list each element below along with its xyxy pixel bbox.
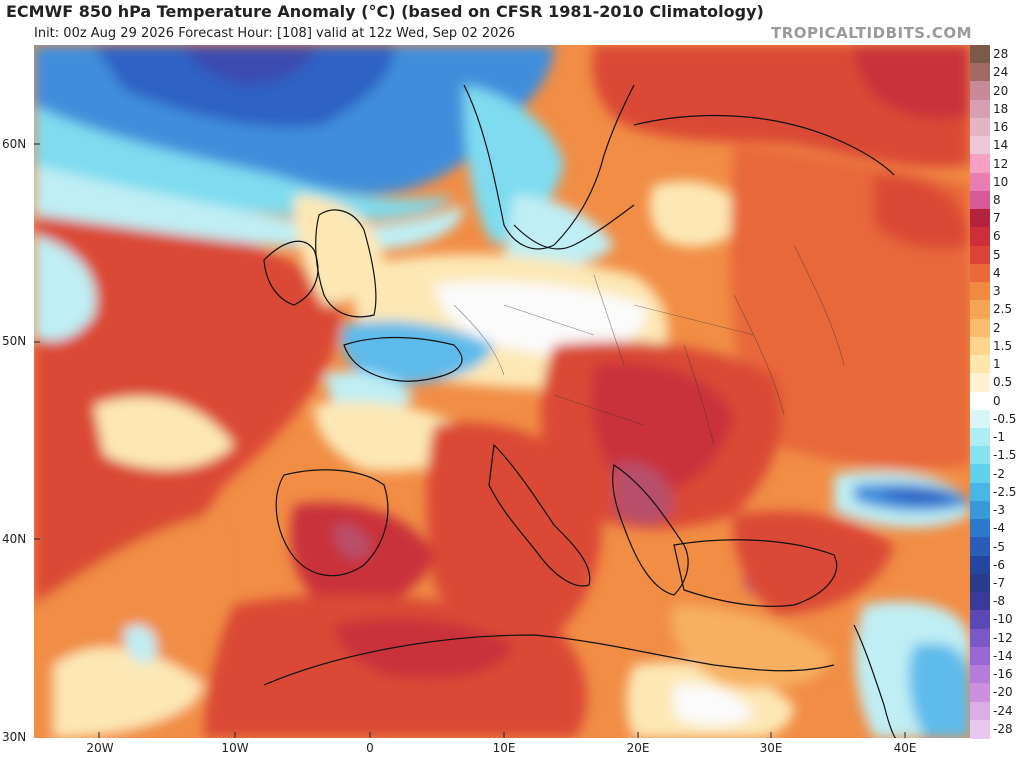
colorbar-label: 1 [993,357,1001,372]
colorbar-label: 2 [993,320,1001,335]
lon-label-10w: 10W [221,741,249,755]
colorbar-swatch [970,117,990,137]
colorbar-swatch [970,172,990,192]
colorbar-swatch [970,665,990,685]
brand-watermark[interactable]: TROPICALTIDBITS.COM [771,24,972,42]
map-title: ECMWF 850 hPa Temperature Anomaly (°C) (… [6,2,764,21]
colorbar-swatch [970,537,990,557]
forecast-info: Init: 00z Aug 29 2026 Forecast Hour: [10… [34,26,515,41]
colorbar-label: -1.5 [993,448,1017,463]
colorbar-label: 7 [993,211,1001,226]
colorbar-swatch [970,263,990,283]
colorbar-label: -4 [993,521,1005,536]
colorbar-label: 0.5 [993,375,1013,390]
colorbar-swatch [970,573,990,593]
colorbar-swatch [970,227,990,247]
colorbar-swatch [970,555,990,575]
colorbar-label: 8 [993,193,1001,207]
colorbar-swatch [970,336,990,356]
colorbar-swatch [970,482,990,502]
colorbar-label: 16 [993,120,1009,135]
colorbar-swatch [970,81,990,101]
anomaly-map [34,45,970,738]
lon-label-20e: 20E [626,741,650,755]
lat-label-60n: 60N [2,137,27,151]
colorbar-label: 28 [993,47,1009,62]
lat-label-50n: 50N [2,334,27,348]
colorbar-swatch [970,99,990,119]
colorbar-swatch [970,63,990,83]
colorbar-label: -10 [993,612,1013,627]
colorbar-swatch [970,391,990,411]
colorbar-label: -0.5 [993,411,1017,426]
colorbar-swatch [970,628,990,648]
colorbar-swatch [970,373,990,393]
colorbar-label: -2 [993,466,1005,481]
lon-label-20w: 20W [86,741,114,755]
anomaly-shading [34,45,970,738]
lat-label-40n: 40N [2,532,27,546]
map-canvas [34,45,970,738]
colorbar-swatch [970,683,990,703]
colorbar-swatch [970,500,990,520]
colorbar-swatch [970,300,990,320]
colorbar-swatch [970,136,990,156]
lat-label-30n: 30N [2,730,27,744]
colorbar-label: 14 [993,138,1009,153]
colorbar-swatch [970,318,990,338]
colorbar-label: -8 [993,594,1005,609]
colorbar-swatch [970,45,990,64]
colorbar-swatch [970,646,990,666]
colorbar-label: 1.5 [993,338,1013,353]
colorbar-swatch [970,701,990,721]
colorbar-label: -28 [993,721,1013,736]
colorbar-label: 18 [993,101,1009,116]
lon-label-10e: 10E [492,741,516,755]
colorbar-swatch [970,719,990,739]
colorbar-label: -24 [993,703,1013,718]
graticule-ticks [34,143,906,738]
colorbar-swatch [970,427,990,447]
lon-label-0: 0 [366,741,374,755]
colorbar-label: 10 [993,174,1009,189]
colorbar-label: 24 [993,65,1009,80]
colorbar-swatch [970,610,990,630]
colorbar-swatch [970,355,990,375]
colorbar-label: 5 [993,247,1001,262]
colorbar-label: -16 [993,667,1013,682]
colorbar-label: 12 [993,156,1009,171]
colorbar-label: -2.5 [993,484,1017,499]
colorbar-swatch [970,245,990,265]
colorbar-swatch [970,209,990,229]
colorbar-swatch [970,282,990,302]
coastlines [263,84,897,738]
colorbar-label: 0 [993,393,1001,408]
colorbar [970,45,990,739]
colorbar-swatch [970,154,990,174]
colorbar-label: -20 [993,685,1013,700]
colorbar-swatch [970,519,990,539]
colorbar-label: -14 [993,648,1013,663]
colorbar-label: 4 [993,265,1001,280]
colorbar-swatch [970,190,990,210]
country-borders [453,244,845,446]
colorbar-label: 6 [993,229,1001,244]
colorbar-label: -12 [993,630,1013,645]
colorbar-swatch [970,446,990,466]
colorbar-label: -3 [993,503,1005,518]
colorbar-label: 2.5 [993,302,1013,317]
colorbar-label: -1 [993,430,1005,445]
lon-label-40e: 40E [893,741,917,755]
lon-label-30e: 30E [759,741,783,755]
colorbar-swatch [970,592,990,612]
colorbar-swatch [970,464,990,484]
colorbar-label: -5 [993,539,1005,554]
colorbar-labels: 28 24 20 18 16 14 12 10 8 7 6 5 4 3 2.5 2 1.5 1 0.5 0 -0.5 -1… [990,45,1024,738]
colorbar-swatch [970,409,990,429]
colorbar-label: -7 [993,575,1005,590]
colorbar-label: 3 [993,284,1001,299]
colorbar-label: 20 [993,83,1009,98]
colorbar-label: -6 [993,557,1005,572]
